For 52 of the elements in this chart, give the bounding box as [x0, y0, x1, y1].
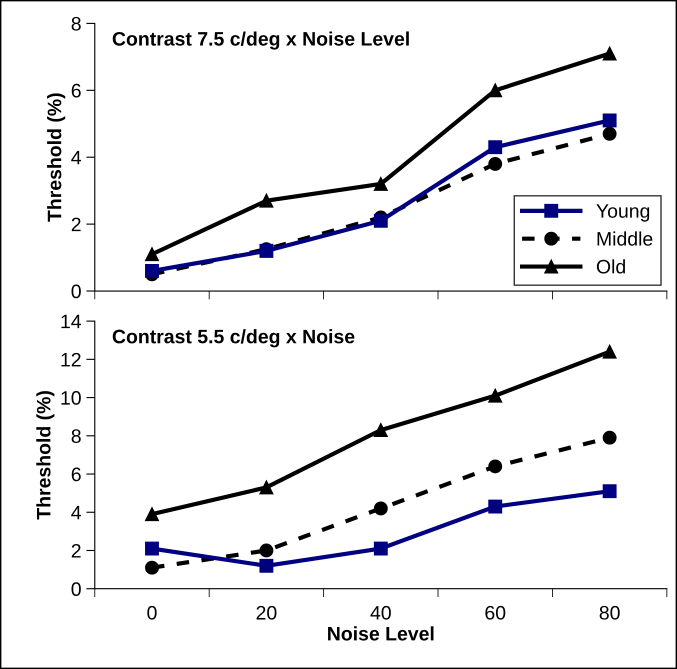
y-tick-label: 2 [72, 218, 81, 232]
point [374, 501, 388, 516]
point [145, 560, 159, 575]
point [602, 113, 617, 128]
point [145, 247, 159, 262]
y-tick-label: 10 [61, 391, 81, 405]
y-tick-label: 0 [72, 582, 81, 596]
chart-title: Contrast 5.5 c/deg x Noise [112, 329, 354, 348]
y-axis-title: Threshold (%) [47, 93, 66, 222]
x-tick-label: 40 [370, 606, 391, 620]
point [602, 126, 617, 141]
legend-label: Young [596, 204, 650, 222]
point [602, 430, 617, 445]
y-tick-label: 14 [61, 314, 82, 328]
y-tick-label: 12 [61, 352, 81, 366]
point [488, 500, 502, 514]
legend-label: Old [596, 259, 625, 274]
point [259, 480, 274, 494]
point [259, 194, 274, 208]
y-tick-label: 4 [71, 506, 82, 520]
point [374, 214, 388, 228]
point [259, 544, 274, 558]
point [602, 344, 617, 359]
point [374, 177, 388, 191]
y-tick-label: 8 [72, 16, 81, 31]
y-tick-label: 8 [72, 429, 81, 444]
point [145, 542, 159, 556]
point [488, 459, 502, 474]
y-tick-label: 4 [71, 150, 82, 164]
chart-title: Contrast 7.5 c/deg x Noise Level [112, 31, 409, 50]
x-tick-label: 0 [147, 606, 157, 620]
point [602, 46, 617, 60]
y-tick-label: 2 [72, 544, 81, 558]
point [488, 140, 502, 154]
x-tick-label: 80 [600, 606, 620, 620]
point [374, 542, 388, 556]
legend-label: Middle [598, 231, 652, 246]
point [488, 156, 502, 171]
y-tick-label: 6 [72, 84, 81, 98]
y-tick-label: 6 [72, 468, 81, 482]
point [259, 558, 274, 573]
point [602, 484, 617, 498]
x-tick-label: 60 [485, 606, 506, 620]
point [145, 264, 159, 278]
y-tick-label: 0 [72, 284, 81, 298]
x-tick-label: 20 [256, 606, 276, 620]
point [488, 388, 502, 403]
x-axis-title: Noise Level [328, 626, 434, 641]
y-axis-title: Threshold (%) [36, 391, 54, 520]
point [488, 83, 502, 98]
point [145, 507, 159, 522]
point [374, 423, 388, 438]
